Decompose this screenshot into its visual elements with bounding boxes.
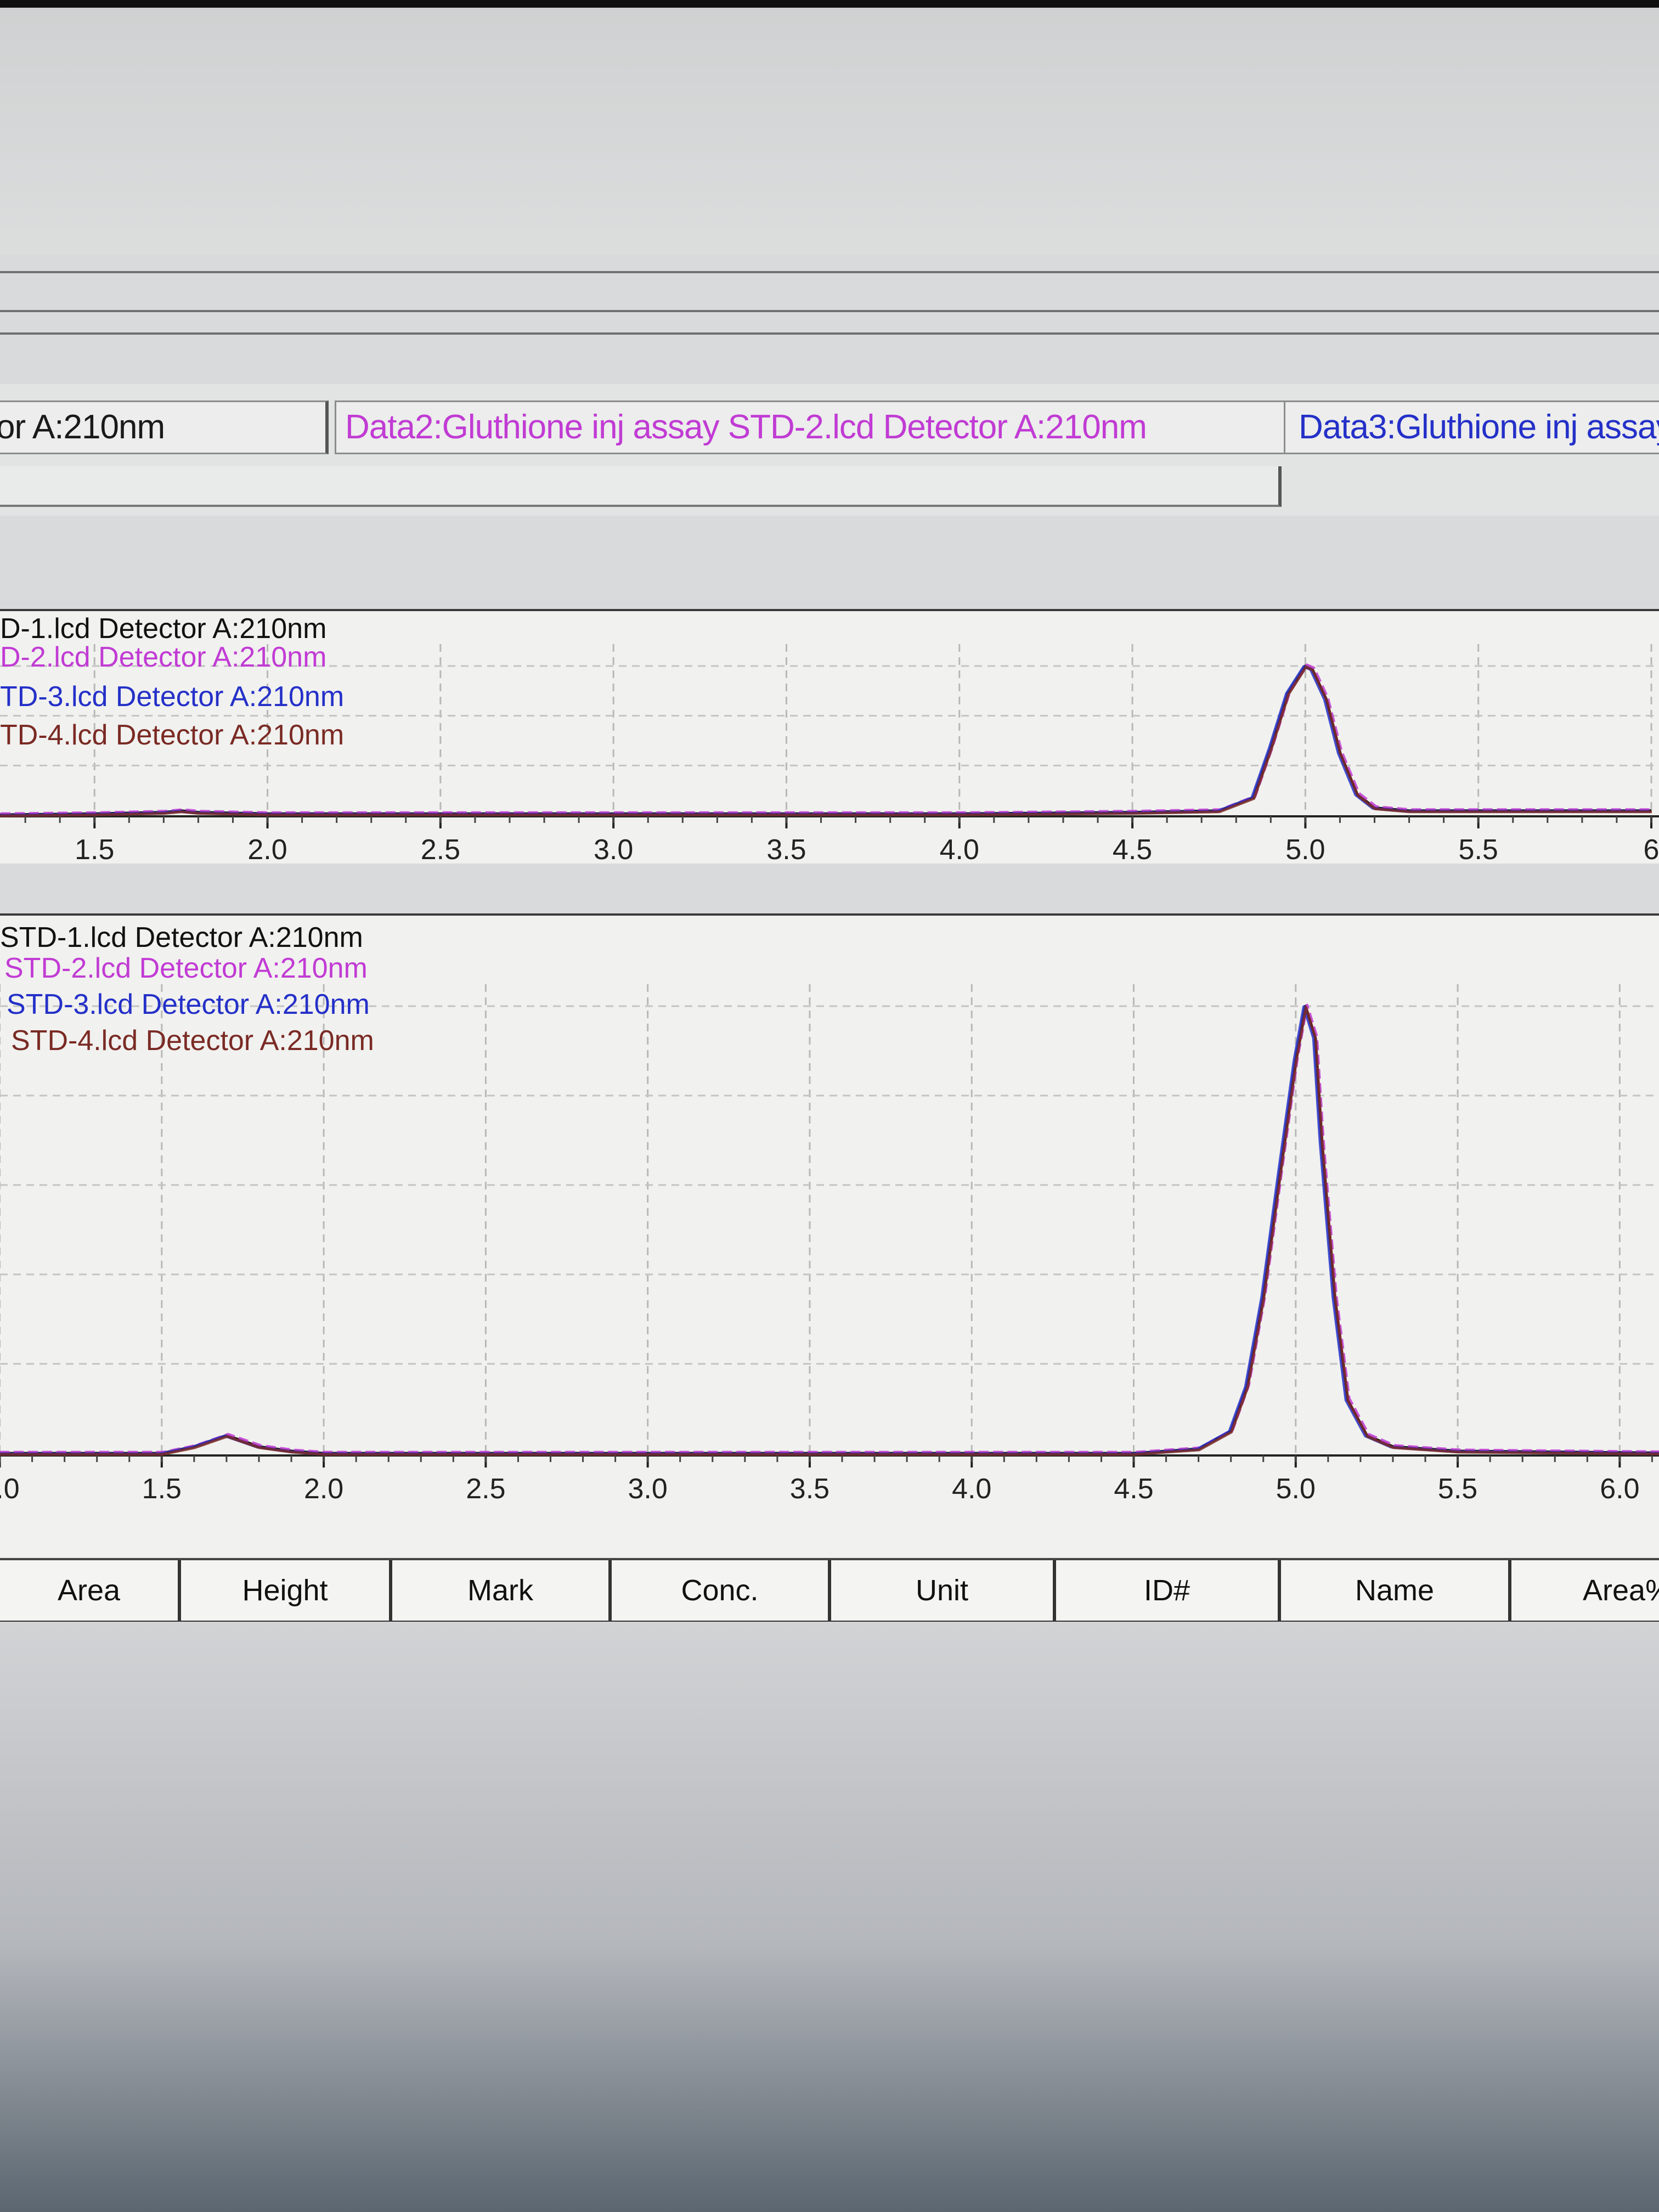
x-tick-label: 5.0 [1276,1473,1316,1505]
window-top-edge [0,0,1659,8]
column-header-area[interactable]: Area [0,1560,181,1621]
x-tick-label: 1.0 [0,1473,20,1505]
x-tick-label: 4.0 [952,1473,991,1505]
legend-entry-std1: STD-1.lcd Detector A:210nm [0,922,363,953]
tab-data2-label: Data2:Gluthione inj assay STD-2.lcd Dete… [345,408,1147,446]
column-header-conc[interactable]: Conc. [612,1560,831,1621]
tab-data2[interactable]: Data2:Gluthione inj assay STD-2.lcd Dete… [335,400,1292,454]
trace-std4 [0,1006,1659,1456]
x-tick-label: 2.5 [466,1473,505,1505]
tab-data1-label: or A:210nm [0,408,165,446]
x-tick-label: 6 [1644,834,1659,864]
legend-entry-std2: STD-2.lcd Detector A:210nm [4,952,368,984]
tab-data1[interactable]: or A:210nm [0,400,329,454]
data-tab-bar: or A:210nm Data2:Gluthione inj assay STD… [0,384,1659,516]
x-tick-label: 3.0 [594,834,633,864]
x-tick-label: 5.5 [1438,1473,1477,1505]
x-tick-label: 2.0 [247,834,287,864]
upper-pane [0,8,1659,255]
x-tick-label: 3.5 [766,834,806,864]
x-tick-label: 4.5 [1113,834,1152,864]
results-table-body[interactable] [0,1622,1659,2212]
chart-legend: STD-1.lcd Detector A:210nm STD-2.lcd Det… [0,920,374,1058]
chromatogram-panel-overview[interactable]: 1.5 2.0 2.5 3.0 3.5 4.0 4.5 5.0 5.5 6 D-1.lcd Det… [0,609,1659,864]
column-header-height[interactable]: Height [181,1560,392,1621]
tab-data3[interactable]: Data3:Gluthione inj assay [1284,400,1659,454]
x-tick-label: 4.0 [940,834,979,864]
x-tick-label: 2.5 [421,834,460,864]
legend-entry-std4: TD-4.lcd Detector A:210nm [0,719,345,751]
chromatogram-main-chart: 1.0 1.5 2.0 2.5 3.0 3.5 4.0 4.5 5.0 5.5 6.0 [0,984,1659,1505]
x-tick-label: 1.5 [75,834,114,864]
column-header-unit[interactable]: Unit [831,1560,1056,1621]
x-tick-label: 1.5 [142,1473,182,1505]
legend-entry-std3: TD-3.lcd Detector A:210nm [0,681,345,713]
tab-subbar [0,466,1282,507]
trace-std4 [0,665,1652,817]
chart-legend: D-1.lcd Detector A:210nm D-2.lcd Detecto… [0,611,344,753]
divider [0,310,1659,312]
trace-std1 [0,1005,1659,1455]
x-tick-label: 5.5 [1459,834,1498,864]
legend-entry-std3: STD-3.lcd Detector A:210nm [7,989,370,1020]
column-header-area-percent[interactable]: Area% [1583,1574,1659,1607]
trace-std3 [0,1005,1659,1455]
legend-entry-std2: D-2.lcd Detector A:210nm [0,641,327,673]
x-tick-label: 5.0 [1285,834,1325,864]
x-tick-label: 6.0 [1600,1473,1639,1505]
chromatogram-overview-chart: 1.5 2.0 2.5 3.0 3.5 4.0 4.5 5.0 5.5 6 [0,644,1659,864]
x-tick-label: 3.0 [628,1473,668,1505]
x-tick-label: 2.0 [304,1473,343,1505]
trace-std2 [0,1003,1659,1454]
column-header-id[interactable]: ID# [1056,1560,1281,1621]
x-tick-label: 4.5 [1114,1473,1153,1505]
divider [0,271,1659,273]
column-header-name[interactable]: Name [1281,1560,1511,1621]
divider [0,332,1659,335]
legend-entry-std4: STD-4.lcd Detector A:210nm [11,1025,374,1057]
x-tick-label: 3.5 [790,1473,830,1505]
tab-data3-label: Data3:Gluthione inj assay [1299,408,1659,446]
results-table-header: Area Height Mark Conc. Unit ID# Name Are… [0,1558,1659,1624]
column-header-mark[interactable]: Mark [392,1560,612,1621]
trace-std2 [0,663,1653,815]
chromatogram-panel-main[interactable]: 1.0 1.5 2.0 2.5 3.0 3.5 4.0 4.5 5.0 5.5 6.0 STD-1.… [0,913,1659,1558]
legend-entry-std1: D-1.lcd Detector A:210nm [0,613,327,645]
